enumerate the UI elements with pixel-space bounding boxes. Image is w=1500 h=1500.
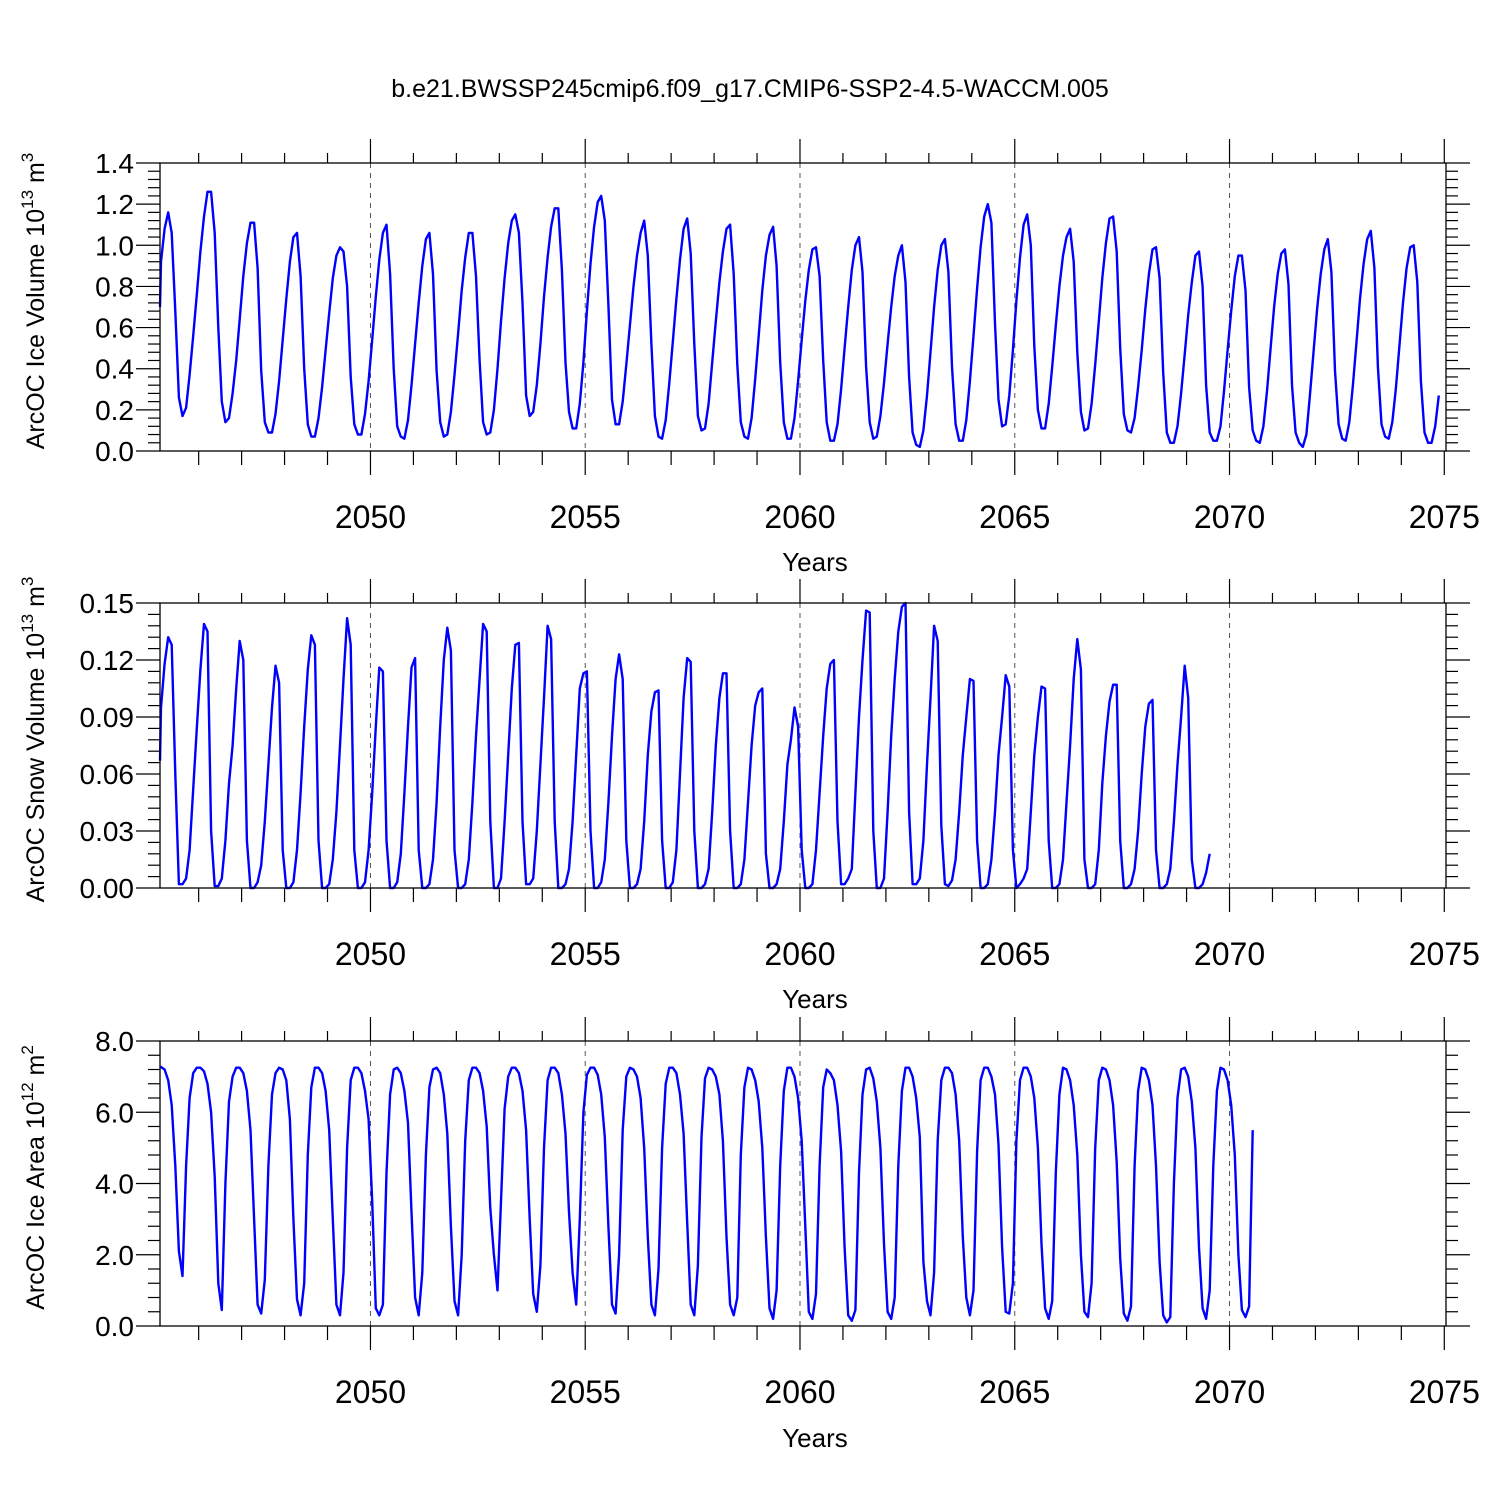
x-tick-label-2065: 2065 [979,936,1050,972]
panels-group: 2050 2055 2060 2065 2070 2075 0.0 0.2 0.4 0.6 0.8 1… [18,139,1480,1453]
x-tick-label-2050: 2050 [335,499,406,535]
y-tick-label-8.0: 8.0 [95,1026,134,1057]
x-tick-label-2055: 2055 [550,499,621,535]
y-tick-label-0.03: 0.03 [80,816,135,847]
y-tick-label-0.8: 0.8 [95,271,134,302]
x-tick-label-2070: 2070 [1194,1374,1265,1410]
series-line-3 [159,1065,1254,1324]
chart-title: b.e21.BWSSP245cmip6.f09_g17.CMIP6-SSP2-4… [391,75,1108,103]
y-tick-label-0.0: 0.0 [95,1311,134,1342]
x-tick-label-2065: 2065 [979,1374,1050,1410]
plot-frame [159,162,1447,452]
x-tick-label-2055: 2055 [550,936,621,972]
x-tick-label-2065: 2065 [979,499,1050,535]
y-tick-label-0.00: 0.00 [80,873,135,904]
x-tick-label-2055: 2055 [550,1374,621,1410]
plot-frame [159,602,1447,889]
y-axis-title-ylabel-unit-exp: 3 [18,577,37,586]
y-tick-label-0.09: 0.09 [80,702,135,733]
y-tick-label-4.0: 4.0 [95,1169,134,1200]
y-tick-label-0.2: 0.2 [95,395,134,426]
y-axis-title: ArcOC Snow Volume 1013 m3 [18,577,50,903]
y-axis-title-ylabel-unit: m [22,162,50,190]
panel-2: 2050 2055 2060 2065 2070 2075 0.00 0.03 0.06 0.09… [18,577,1480,1014]
y-tick-label-6.0: 6.0 [95,1097,134,1128]
y-tick-label-1.4: 1.4 [95,148,134,179]
series-line-2 [158,601,1211,890]
x-tick-label-2050: 2050 [335,1374,406,1410]
y-axis-title: ArcOC Ice Volume 1013 m3 [18,153,50,450]
y-axis-title-ylabel-exp: 13 [18,190,37,209]
series-line-1 [158,190,1440,449]
y-tick-label-0.4: 0.4 [95,354,134,385]
x-tick-label-2060: 2060 [764,1374,835,1410]
y-tick-label-0.15: 0.15 [80,588,135,619]
y-tick-label-1.0: 1.0 [95,230,134,261]
y-tick-label-0.06: 0.06 [80,759,135,790]
y-tick-label-0.0: 0.0 [95,436,134,467]
y-tick-label-2.0: 2.0 [95,1240,134,1271]
x-tick-label-2075: 2075 [1409,936,1480,972]
y-axis-title-ylabel-exp: 13 [18,614,37,633]
x-axis-title: Years [782,984,848,1014]
y-axis-title-ylabel-unit: m [22,1055,50,1083]
x-axis-title: Years [782,547,848,577]
panel-3: 2050 2055 2060 2065 2070 2075 0.0 2.0 4.0 6.0 8.0 Y… [18,1017,1480,1453]
y-axis-title-ylabel-unit-exp: 2 [18,1045,37,1054]
x-tick-label-2070: 2070 [1194,936,1265,972]
y-axis-title-ylabel: ArcOC Snow Volume 10 [22,633,50,903]
y-tick-label-0.6: 0.6 [95,313,134,344]
y-tick-label-0.12: 0.12 [80,645,135,676]
panel-1: 2050 2055 2060 2065 2070 2075 0.0 0.2 0.4 0.6 0.8 1… [18,139,1480,577]
y-axis-title-ylabel: ArcOC Ice Area 10 [22,1101,50,1309]
x-tick-label-2050: 2050 [335,936,406,972]
y-tick-label-1.2: 1.2 [95,189,134,220]
plot-frame [159,1040,1447,1327]
x-tick-label-2070: 2070 [1194,499,1265,535]
y-axis-title-ylabel-unit: m [22,586,50,614]
x-tick-label-2075: 2075 [1409,1374,1480,1410]
x-tick-label-2060: 2060 [764,499,835,535]
y-axis-title-ylabel: ArcOC Ice Volume 10 [22,209,50,449]
x-tick-label-2060: 2060 [764,936,835,972]
y-axis-title: ArcOC Ice Area 1012 m2 [18,1045,50,1310]
y-axis-title-ylabel-unit-exp: 3 [18,153,37,162]
y-axis-title-ylabel-exp: 12 [18,1082,37,1101]
x-axis-title: Years [782,1423,848,1453]
x-tick-label-2075: 2075 [1409,499,1480,535]
